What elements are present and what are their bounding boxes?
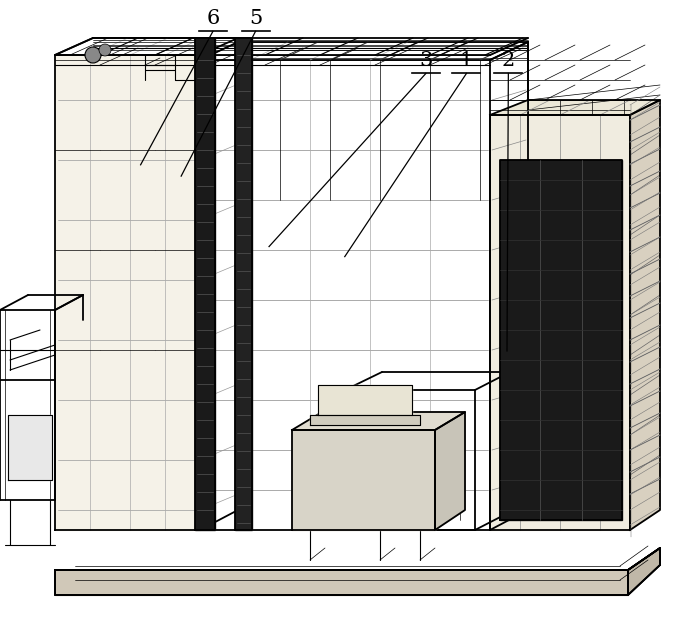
Polygon shape bbox=[292, 412, 465, 430]
Polygon shape bbox=[55, 55, 200, 530]
Polygon shape bbox=[235, 38, 252, 530]
Polygon shape bbox=[490, 115, 630, 530]
Text: 2: 2 bbox=[502, 52, 515, 70]
Polygon shape bbox=[318, 385, 412, 415]
Polygon shape bbox=[500, 160, 622, 520]
Polygon shape bbox=[292, 430, 435, 530]
Polygon shape bbox=[630, 100, 660, 530]
Polygon shape bbox=[310, 415, 420, 425]
Polygon shape bbox=[8, 415, 52, 480]
Polygon shape bbox=[55, 570, 628, 595]
Polygon shape bbox=[195, 38, 215, 530]
Polygon shape bbox=[628, 548, 660, 595]
Circle shape bbox=[85, 47, 101, 63]
Text: 6: 6 bbox=[206, 9, 220, 28]
Polygon shape bbox=[490, 100, 660, 115]
Polygon shape bbox=[55, 548, 660, 570]
Text: 5: 5 bbox=[249, 9, 262, 28]
Text: 1: 1 bbox=[460, 52, 473, 70]
Circle shape bbox=[99, 44, 111, 56]
Polygon shape bbox=[435, 412, 465, 530]
Text: 3: 3 bbox=[419, 52, 433, 70]
